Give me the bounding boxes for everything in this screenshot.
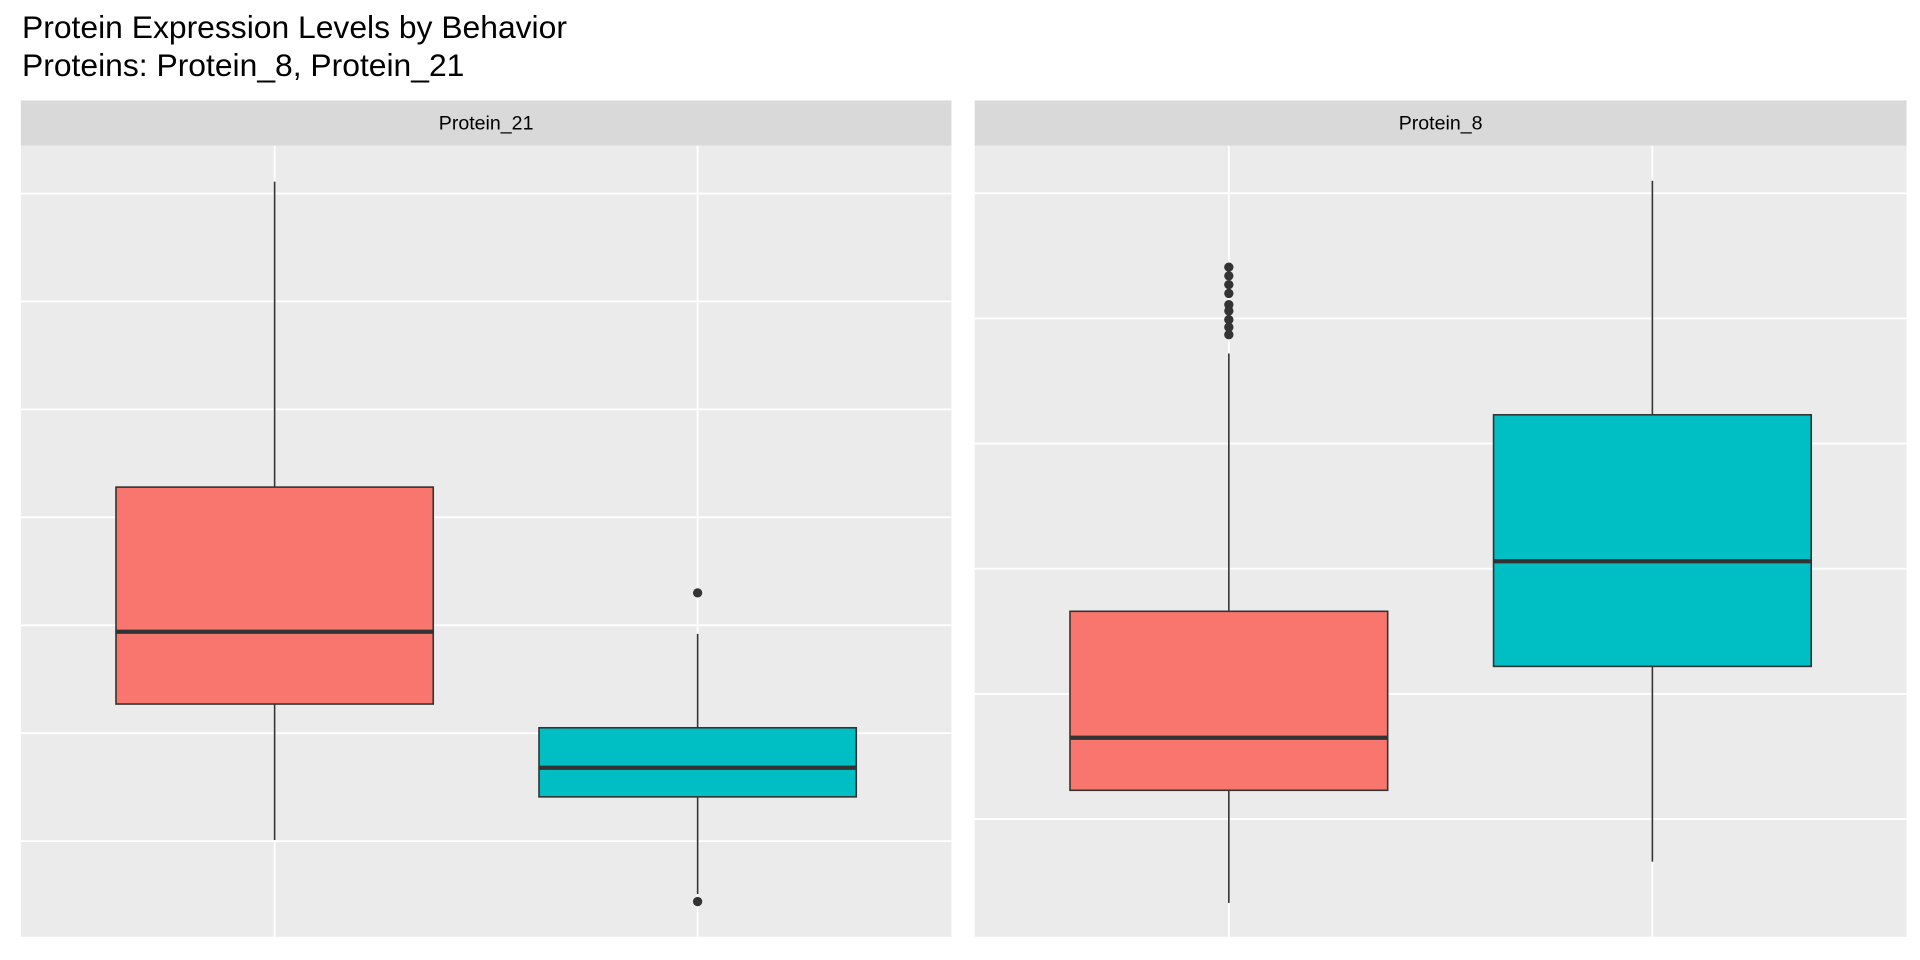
outlier	[692, 588, 703, 598]
strip-label: Protein_8	[1399, 112, 1483, 134]
box	[538, 726, 858, 798]
box	[115, 486, 435, 705]
outlier	[1224, 271, 1234, 281]
box	[1492, 414, 1813, 668]
outlier	[1224, 279, 1234, 290]
outlier	[1224, 306, 1234, 316]
strip	[974, 100, 1907, 146]
chart-title: Protein Expression Levels by Behavior	[22, 9, 567, 45]
box	[1069, 610, 1389, 792]
outlier	[692, 896, 703, 907]
outlier	[1224, 315, 1234, 325]
outlier	[1224, 288, 1234, 299]
outlier	[1224, 322, 1234, 332]
strip	[20, 100, 952, 146]
chart-subtitle: Proteins: Protein_8, Protein_21	[22, 47, 464, 83]
outlier	[1224, 330, 1234, 340]
strip-label: Protein_21	[439, 112, 534, 134]
outlier	[1224, 262, 1234, 272]
